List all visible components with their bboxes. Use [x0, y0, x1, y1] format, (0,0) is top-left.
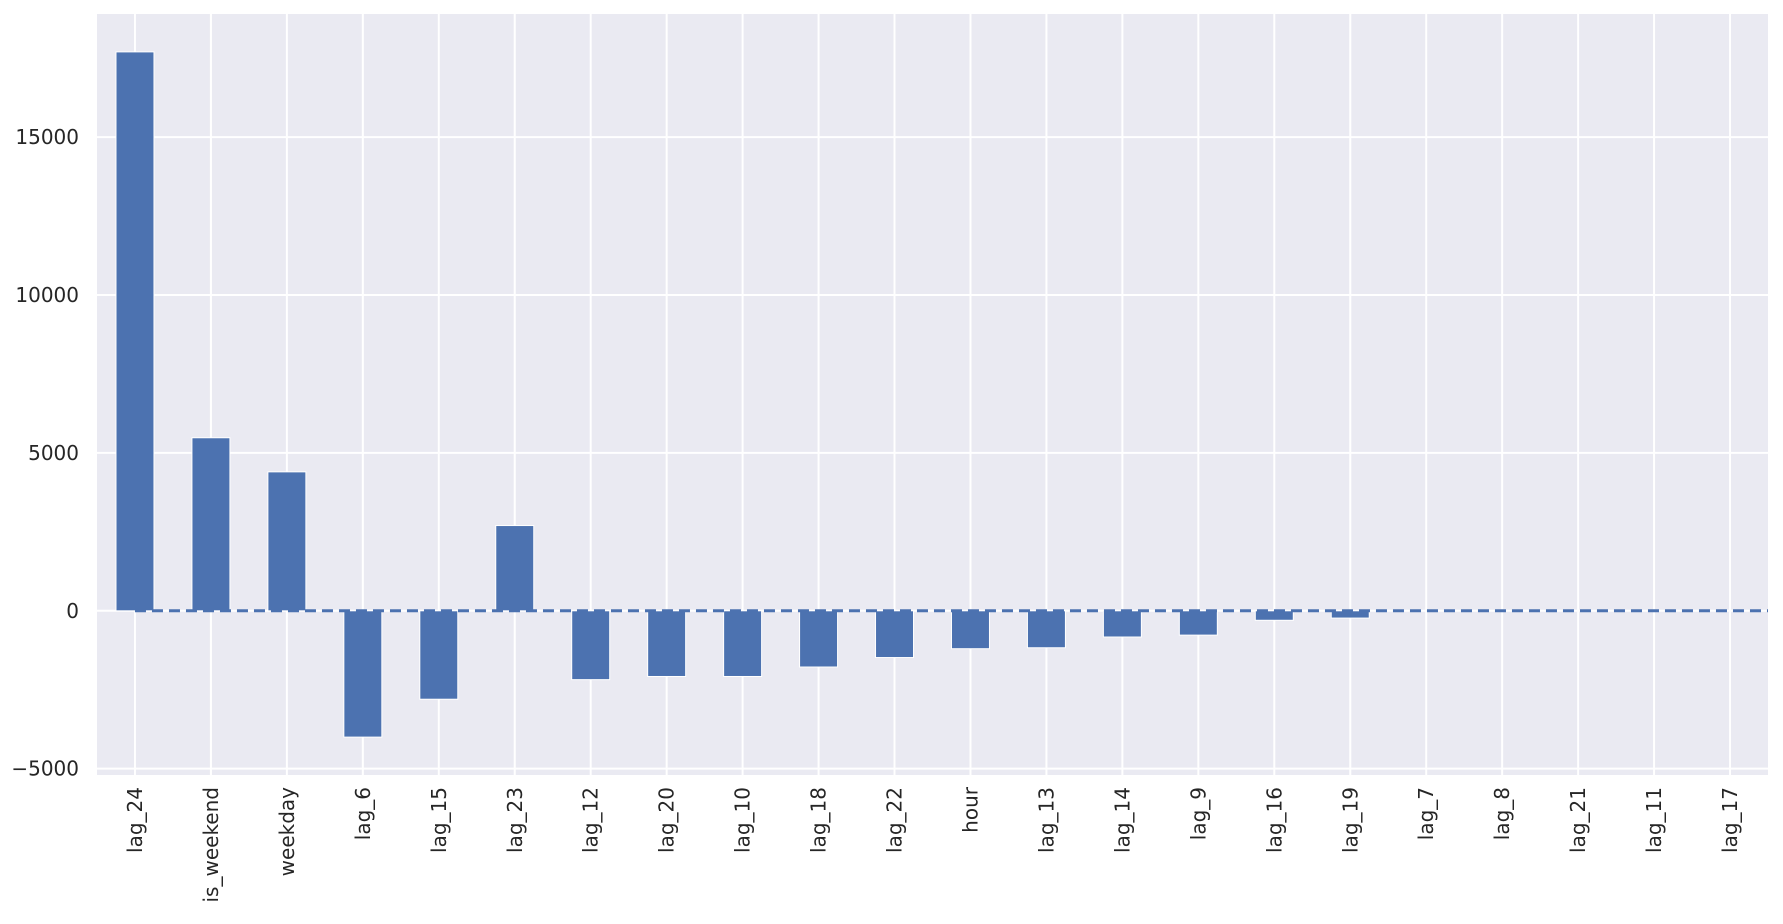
x-tick-label: lag_10: [731, 787, 755, 853]
x-tick-label: hour: [958, 786, 982, 833]
bars: [115, 51, 1370, 738]
bar-hour: [950, 610, 990, 650]
x-tick-label: lag_24: [123, 787, 147, 853]
bar-lag_9: [1178, 610, 1218, 636]
y-tick-label: 10000: [15, 283, 79, 307]
x-tick-label: lag_20: [655, 787, 679, 853]
x-tick-label: lag_7: [1414, 787, 1438, 840]
x-tick-label: lag_13: [1034, 787, 1058, 853]
y-tick-label: 15000: [15, 125, 79, 149]
bar-lag_14: [1102, 610, 1142, 638]
bar-lag_18: [799, 610, 839, 668]
y-tick-label: 5000: [28, 441, 79, 465]
x-tick-label: lag_16: [1262, 787, 1286, 853]
y-tick-label: −5000: [11, 757, 79, 781]
y-axis-ticks: −5000 0 5000 10000 15000: [11, 125, 79, 781]
bar-lag_20: [647, 610, 687, 677]
bar-lag_6: [343, 610, 383, 738]
x-tick-label: lag_8: [1490, 787, 1514, 840]
x-tick-label: lag_17: [1718, 787, 1742, 853]
x-tick-label: lag_9: [1186, 787, 1210, 840]
y-tick-label: 0: [66, 599, 79, 623]
x-axis-ticks: lag_24 is_weekend weekday lag_6 lag_15 lag_23…: [123, 786, 1742, 902]
bar-lag_10: [723, 610, 763, 677]
x-tick-label: lag_15: [427, 787, 451, 853]
bar-weekday: [267, 471, 307, 612]
x-tick-label: lag_6: [351, 787, 375, 840]
grid: [97, 14, 1768, 775]
bar-lag_13: [1026, 610, 1066, 649]
bar-lag_24: [115, 51, 155, 612]
bar-lag_15: [419, 610, 459, 700]
bar-lag_22: [875, 610, 915, 659]
x-tick-label: lag_11: [1642, 787, 1666, 853]
x-tick-label: lag_14: [1110, 787, 1134, 853]
x-tick-label: lag_18: [807, 787, 831, 853]
x-tick-label: is_weekend: [199, 787, 223, 903]
x-tick-label: lag_23: [503, 787, 527, 853]
x-tick-label: lag_19: [1338, 787, 1362, 853]
x-tick-label: lag_12: [579, 787, 603, 853]
bar-lag_12: [571, 610, 611, 681]
x-tick-label: lag_21: [1566, 787, 1590, 853]
x-tick-label: lag_22: [883, 787, 907, 853]
bar-lag_23: [495, 525, 535, 612]
bar-is_weekend: [191, 437, 231, 612]
x-tick-label: weekday: [275, 787, 299, 877]
